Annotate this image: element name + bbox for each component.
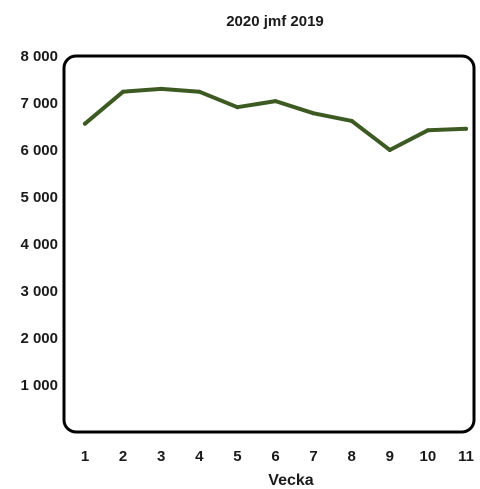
series-line-group bbox=[83, 86, 468, 152]
x-tick-label: 1 bbox=[81, 448, 89, 465]
x-tick-label: 2 bbox=[119, 448, 127, 465]
data-point bbox=[273, 99, 278, 104]
x-axis-title: Vecka bbox=[268, 472, 313, 489]
y-tick-label: 2 000 bbox=[20, 330, 58, 347]
data-point bbox=[425, 128, 430, 133]
x-tick-label: 4 bbox=[195, 448, 204, 465]
data-point bbox=[235, 105, 240, 110]
x-tick-label: 11 bbox=[458, 448, 474, 465]
y-axis: 1 000 2 000 3 000 4 000 5 000 6 000 7 000 8 000 bbox=[20, 48, 58, 394]
data-point bbox=[83, 121, 87, 126]
x-tick-label: 5 bbox=[233, 448, 241, 465]
y-tick-label: 8 000 bbox=[20, 48, 58, 65]
plot-frame bbox=[62, 54, 476, 434]
y-tick-label: 5 000 bbox=[20, 189, 58, 206]
x-tick-label: 7 bbox=[309, 448, 317, 465]
x-axis: 1 2 3 4 5 6 7 8 9 10 11 bbox=[81, 448, 474, 465]
data-point bbox=[387, 148, 392, 152]
x-tick-label: 9 bbox=[386, 448, 394, 465]
data-point bbox=[121, 89, 126, 94]
x-tick-label: 6 bbox=[271, 448, 279, 465]
y-tick-label: 3 000 bbox=[20, 283, 58, 300]
x-tick-label: 3 bbox=[157, 448, 165, 465]
y-tick-label: 7 000 bbox=[20, 95, 58, 112]
data-point bbox=[197, 89, 202, 94]
data-point bbox=[311, 111, 316, 116]
y-tick-label: 4 000 bbox=[20, 236, 58, 253]
series-line bbox=[83, 86, 468, 152]
data-point bbox=[349, 118, 354, 123]
x-tick-label: 10 bbox=[420, 448, 437, 465]
y-tick-label: 6 000 bbox=[20, 142, 58, 159]
chart-title: 2020 jmf 2019 bbox=[226, 13, 324, 30]
data-point bbox=[159, 86, 164, 91]
x-tick-label: 8 bbox=[348, 448, 356, 465]
data-point bbox=[464, 126, 468, 131]
y-tick-label: 1 000 bbox=[20, 377, 58, 394]
